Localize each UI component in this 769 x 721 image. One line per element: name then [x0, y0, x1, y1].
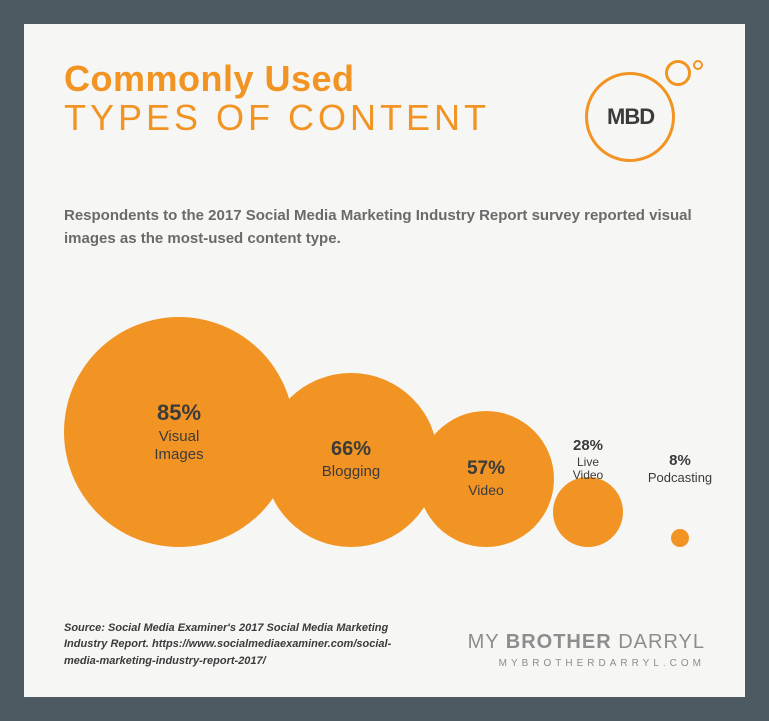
brand-name: MY BROTHER DARRYL [468, 631, 705, 654]
bubble-label: Podcasting [630, 471, 730, 486]
brand-url: MYBROTHERDARRYL.COM [468, 658, 705, 669]
title-line-1: Commonly Used [64, 60, 490, 98]
bubble-2: 57% Video [418, 411, 554, 547]
title-block: Commonly Used TYPES OF CONTENT [64, 60, 490, 137]
footer-row: Source: Social Media Examiner's 2017 Soc… [64, 620, 705, 670]
logo-small-ring [665, 60, 691, 86]
description-text: Respondents to the 2017 Social Media Mar… [64, 204, 704, 251]
brand-part-3: DARRYL [618, 631, 705, 653]
brand-part-2: BROTHER [506, 631, 618, 653]
content-card: Commonly Used TYPES OF CONTENT MBD Respo… [24, 24, 745, 697]
bubble-label: LiveVideo [538, 456, 638, 484]
brand-block: MY BROTHER DARRYL MYBROTHERDARRYL.COM [468, 631, 705, 669]
bubble-pct: 66% [331, 438, 371, 461]
bubble-label-external-3: 28% LiveVideo [538, 437, 638, 484]
bubble-label: Video [468, 482, 504, 498]
source-citation: Source: Social Media Examiner's 2017 Soc… [64, 620, 424, 670]
brand-part-1: MY [468, 631, 506, 653]
bubble-0: 85%VisualImages [64, 317, 294, 547]
bubble-1: 66% Blogging [264, 373, 438, 547]
bubble-pct: 28% [538, 437, 638, 454]
bubble-pct: 57% [467, 458, 505, 480]
bubble-label-external-4: 8% Podcasting [630, 452, 730, 486]
bubble-pct: 8% [630, 452, 730, 469]
title-line-2: TYPES OF CONTENT [64, 98, 490, 138]
bubble-3 [553, 477, 623, 547]
bubble-chart: 85%VisualImages 66% Blogging 57% Video 28% Liv… [64, 287, 705, 567]
header-row: Commonly Used TYPES OF CONTENT MBD [64, 60, 705, 170]
bubble-4 [671, 529, 689, 547]
bubble-label: VisualImages [154, 428, 203, 463]
bubble-label: Blogging [322, 463, 380, 480]
logo: MBD [585, 60, 705, 170]
bubble-pct: 85% [157, 400, 201, 426]
logo-text: MBD [607, 104, 654, 130]
logo-tiny-ring [693, 60, 703, 70]
